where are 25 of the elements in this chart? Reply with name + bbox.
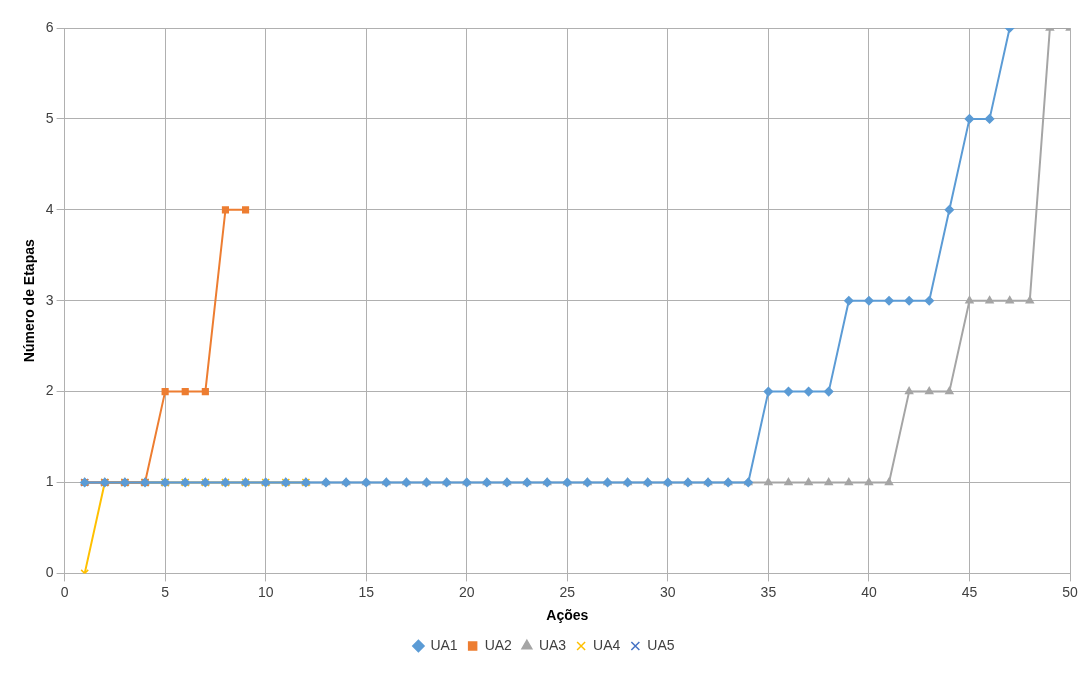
legend-label: UA5 [647, 636, 675, 653]
y-tick-label: 1 [45, 473, 54, 490]
legend-label: UA2 [484, 636, 513, 653]
x-tick-label: 30 [660, 583, 676, 600]
x-axis-title: Ações [546, 607, 589, 624]
x-tick-label: 45 [961, 583, 978, 600]
x-tick-label: 10 [257, 583, 274, 600]
y-tick-label: 0 [45, 564, 54, 581]
x-tick-label: 5 [161, 583, 170, 600]
y-tick-label: 2 [45, 382, 54, 399]
x-tick-label: 50 [1062, 583, 1078, 600]
legend-label: UA4 [593, 636, 621, 653]
x-tick-label: 15 [358, 583, 375, 600]
legend-label: UA3 [538, 636, 567, 653]
legend-label: UA1 [430, 636, 458, 653]
x-tick-label: 40 [861, 583, 877, 600]
x-tick-label: 35 [760, 583, 777, 600]
x-tick-label: 25 [559, 583, 576, 600]
y-tick-label: 4 [45, 200, 54, 217]
y-axis-title: Número de Etapas [21, 239, 38, 363]
y-tick-label: 3 [45, 291, 54, 308]
x-tick-label: 0 [60, 583, 69, 600]
y-tick-label: 6 [45, 18, 54, 35]
x-tick-label: 20 [458, 583, 475, 600]
y-tick-label: 5 [45, 109, 54, 126]
